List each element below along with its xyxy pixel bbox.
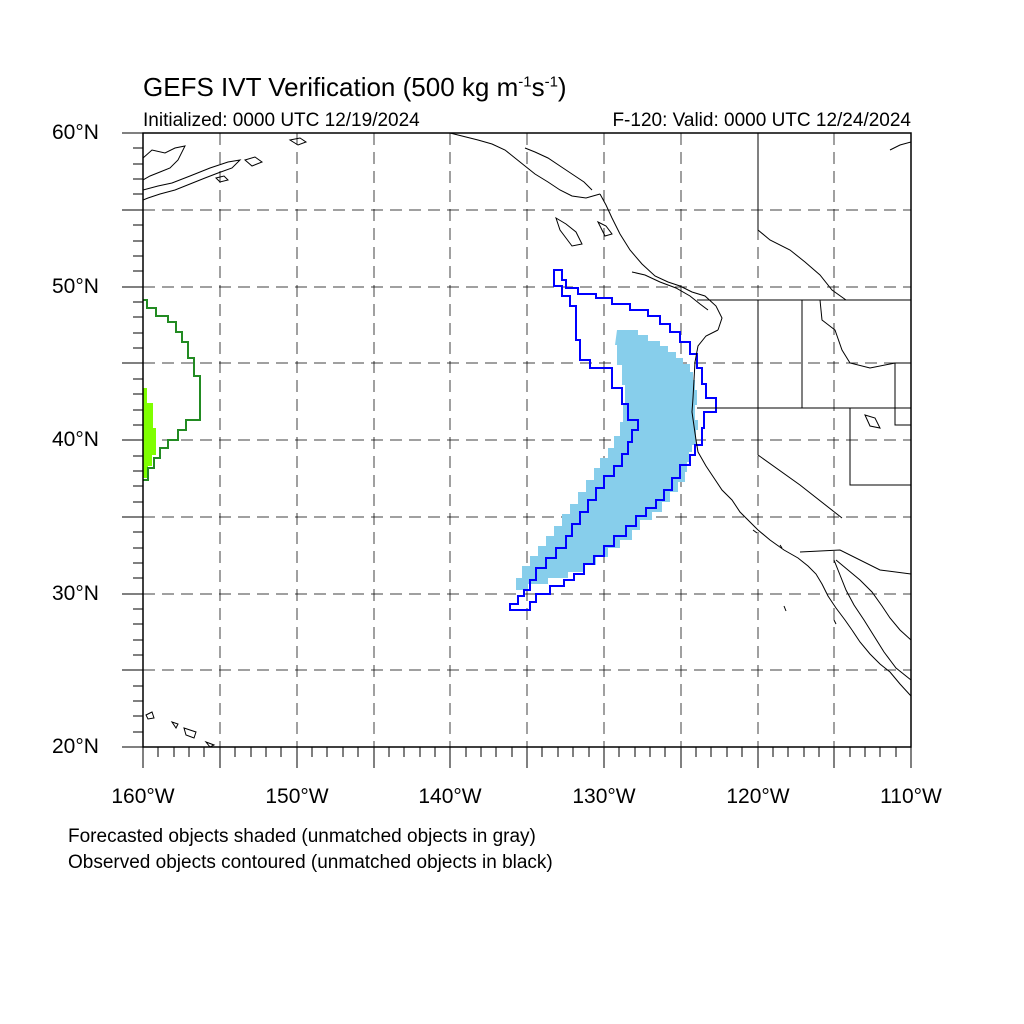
observed-object-contour-green <box>143 299 201 481</box>
lon-label-160w: 160°W <box>111 785 175 808</box>
chart-title: GEFS IVT Verification (500 kg m-1s-1) <box>143 72 567 102</box>
lat-label-60n: 60°N <box>52 121 99 144</box>
lon-label-130w: 130°W <box>572 785 636 808</box>
observed-note: Observed objects contoured (unmatched ob… <box>68 852 553 873</box>
lat-label-50n: 50°N <box>52 275 99 298</box>
graticule <box>143 133 911 747</box>
lon-label-150w: 150°W <box>265 785 329 808</box>
lat-label-40n: 40°N <box>52 428 99 451</box>
lon-label-120w: 120°W <box>726 785 790 808</box>
valid-time-label: F-120: Valid: 0000 UTC 12/24/2024 <box>612 110 911 131</box>
axis-ticks <box>122 132 912 768</box>
forecast-object-shaded <box>516 330 698 590</box>
initialized-label: Initialized: 0000 UTC 12/19/2024 <box>143 110 420 131</box>
forecast-note: Forecasted objects shaded (unmatched obj… <box>68 826 536 847</box>
coastlines <box>143 133 911 747</box>
lat-label-30n: 30°N <box>52 582 99 605</box>
lon-label-110w: 110°W <box>880 785 942 808</box>
lat-label-20n: 20°N <box>52 735 99 758</box>
lon-label-140w: 140°W <box>418 785 482 808</box>
forecast-object-green <box>143 388 156 478</box>
observed-object-contour <box>509 269 717 611</box>
